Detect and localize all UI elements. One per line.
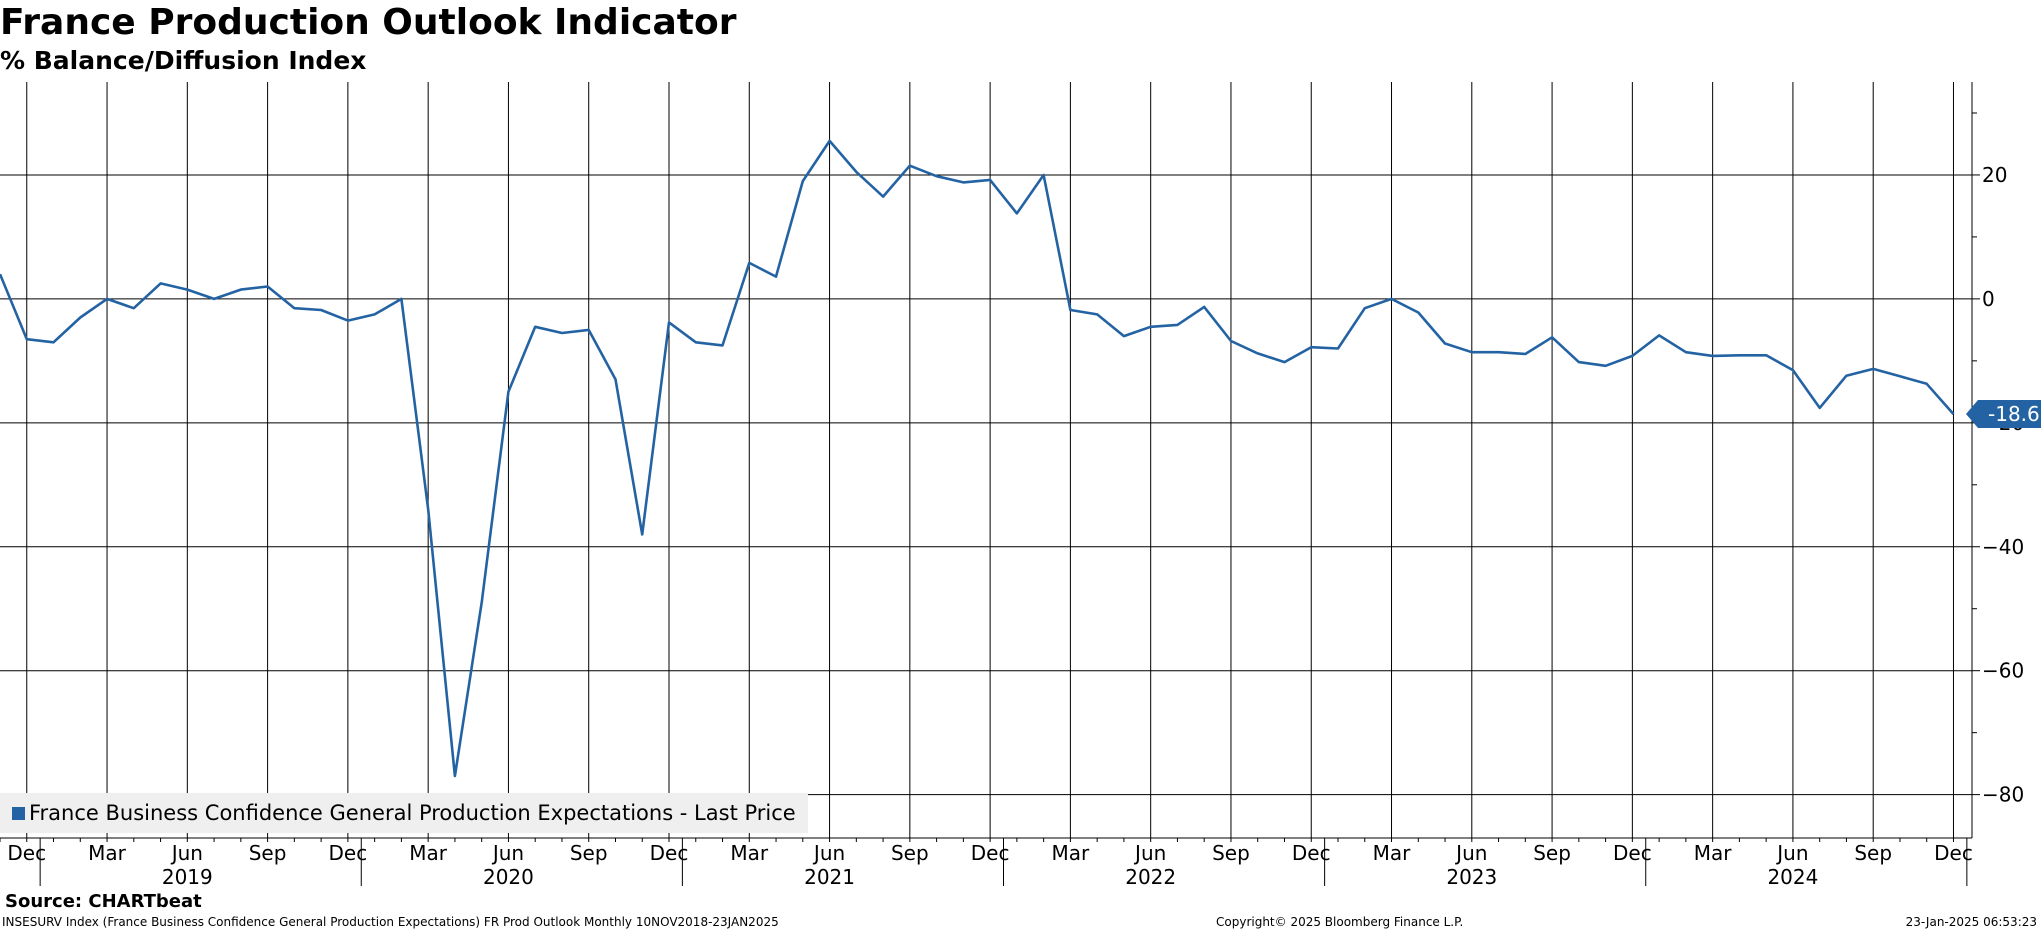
x-year-label: 2023 bbox=[1446, 865, 1497, 889]
x-month-label: Mar bbox=[1373, 841, 1412, 865]
x-month-label: Jun bbox=[1454, 841, 1487, 865]
source-note: Source: CHARTbeat bbox=[5, 891, 202, 912]
x-month-label: Dec bbox=[971, 841, 1010, 865]
x-month-label: Sep bbox=[1212, 841, 1250, 865]
x-year-label: 2019 bbox=[162, 865, 213, 889]
x-month-label: Mar bbox=[1052, 841, 1091, 865]
x-month-label: Sep bbox=[1533, 841, 1571, 865]
y-tick-label: −40 bbox=[1982, 535, 2024, 559]
x-month-label: Jun bbox=[1133, 841, 1166, 865]
x-month-label: Jun bbox=[812, 841, 845, 865]
x-year-label: 2020 bbox=[483, 865, 534, 889]
footer-timestamp: 23-Jan-2025 06:53:23 bbox=[1905, 915, 2037, 929]
horizontal-gridlines bbox=[0, 174, 1972, 796]
y-tick-label: −80 bbox=[1982, 783, 2024, 807]
chart-subtitle: % Balance/Diffusion Index bbox=[0, 46, 367, 75]
x-month-label: Mar bbox=[1694, 841, 1733, 865]
y-tick-labels: 200−20−40−60−80 bbox=[1982, 163, 2024, 807]
x-month-label: Dec bbox=[329, 841, 368, 865]
axes bbox=[0, 82, 1980, 886]
footer-index-description: INSESURV Index (France Business Confiden… bbox=[2, 915, 779, 929]
x-year-label: 2021 bbox=[804, 865, 855, 889]
x-month-label: Dec bbox=[7, 841, 46, 865]
x-month-label: Dec bbox=[650, 841, 689, 865]
x-month-label: Jun bbox=[1775, 841, 1808, 865]
x-month-label: Dec bbox=[1613, 841, 1652, 865]
series-line bbox=[0, 139, 1955, 778]
x-month-label: Sep bbox=[891, 841, 929, 865]
x-month-label: Jun bbox=[170, 841, 203, 865]
legend: France Business Confidence General Produ… bbox=[0, 793, 808, 833]
y-tick-label: 0 bbox=[1982, 287, 1995, 311]
x-month-label: Sep bbox=[249, 841, 287, 865]
vertical-gridlines bbox=[26, 82, 1954, 838]
x-year-label: 2024 bbox=[1767, 865, 1818, 889]
x-month-label: Mar bbox=[88, 841, 127, 865]
legend-swatch bbox=[12, 806, 25, 820]
y-tick-label: −60 bbox=[1982, 659, 2024, 683]
legend-label: France Business Confidence General Produ… bbox=[29, 801, 796, 825]
x-month-label: Dec bbox=[1292, 841, 1331, 865]
series-group bbox=[0, 139, 1955, 778]
last-value-label: -18.6 bbox=[1966, 400, 2041, 429]
chart-title: France Production Outlook Indicator bbox=[0, 2, 737, 43]
x-month-label: Mar bbox=[730, 841, 769, 865]
x-year-label: 2022 bbox=[1125, 865, 1176, 889]
footer-copyright: Copyright© 2025 Bloomberg Finance L.P. bbox=[1216, 915, 1464, 929]
x-tick-labels: Dec Mar Jun Sep Dec Mar Jun Sep Dec Mar Jun Sep Dec M… bbox=[7, 841, 1972, 889]
x-month-label: Sep bbox=[570, 841, 608, 865]
x-month-label: Jun bbox=[491, 841, 524, 865]
x-month-label: Sep bbox=[1854, 841, 1892, 865]
x-month-label: Mar bbox=[409, 841, 448, 865]
y-tick-label: 20 bbox=[1982, 163, 2007, 187]
x-month-label: Dec bbox=[1934, 841, 1973, 865]
